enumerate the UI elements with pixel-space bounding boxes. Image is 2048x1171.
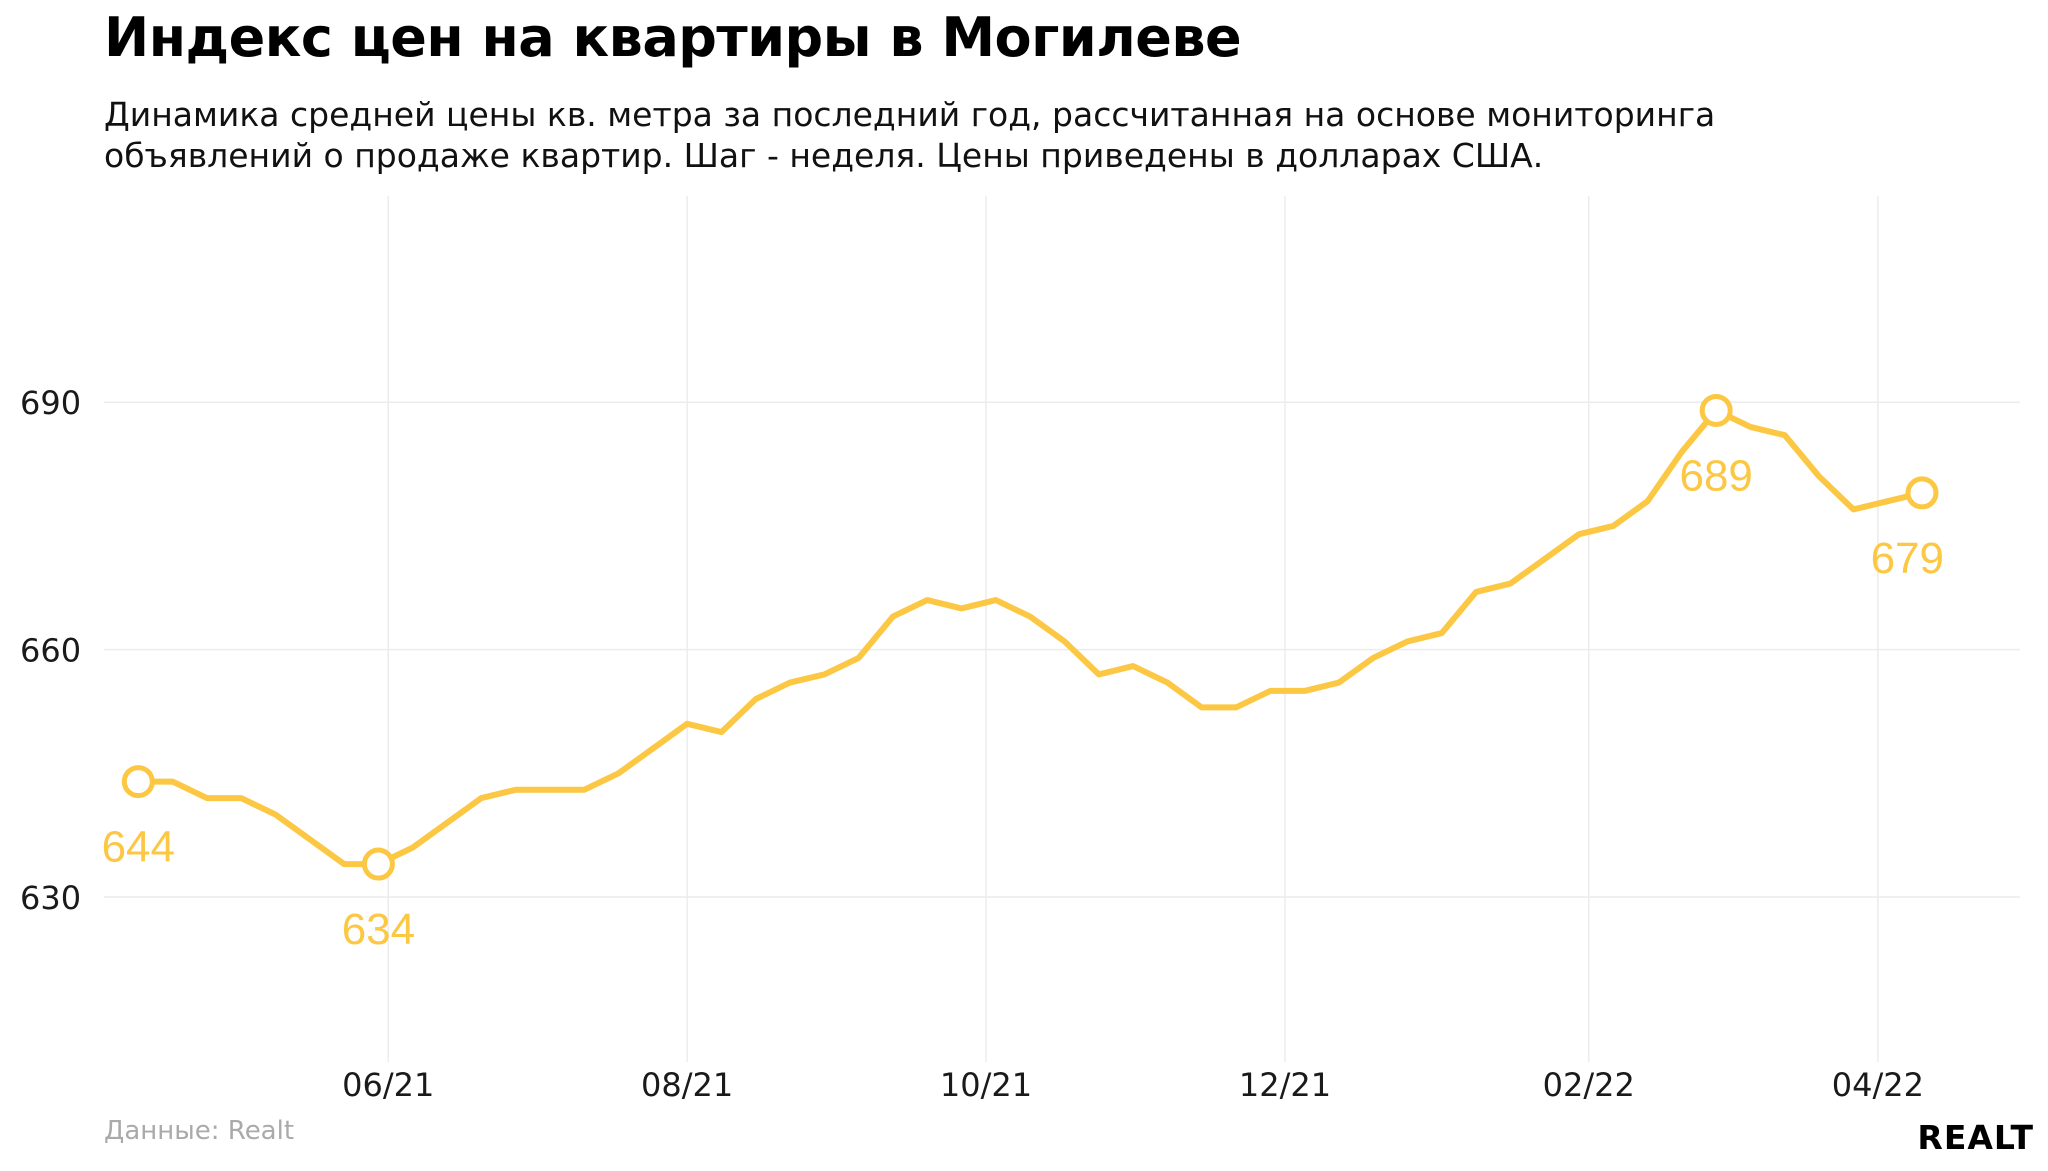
y-tick-label: 690 — [20, 384, 81, 422]
annotation-markers — [121, 393, 1939, 881]
point-marker — [1699, 393, 1733, 427]
annotation-labels: 644 634 689 679 — [102, 451, 1944, 954]
series-line — [135, 407, 1925, 868]
grid-lines — [104, 196, 2020, 1062]
data-label: 679 — [1871, 534, 1944, 583]
chart-title: Индекс цен на квартиры в Могилеве — [104, 6, 1242, 69]
x-tick-label: 06/21 — [342, 1066, 434, 1104]
point-marker — [361, 847, 395, 881]
point-marker — [1905, 476, 1939, 510]
x-tick-label: 12/21 — [1239, 1066, 1331, 1104]
x-tick-label: 10/21 — [940, 1066, 1032, 1104]
y-tick-label: 660 — [20, 632, 81, 670]
x-tick-label: 02/22 — [1543, 1066, 1635, 1104]
y-tick-label: 630 — [20, 879, 81, 917]
chart-subtitle: Динамика средней цены кв. метра за после… — [104, 95, 1716, 175]
x-tick-label: 08/21 — [641, 1066, 733, 1104]
point-marker — [121, 765, 155, 799]
x-tick-label: 04/22 — [1832, 1066, 1924, 1104]
realt-logo: REALT — [1917, 1118, 2034, 1157]
source-note: Данные: Realt — [104, 1116, 295, 1146]
data-label: 689 — [1679, 451, 1752, 500]
data-label: 644 — [102, 823, 175, 872]
series-line-layer — [135, 407, 1925, 868]
axis-labels: 630 660 690 06/21 08/21 10/21 12/21 02/22 04/22 — [20, 384, 1924, 1104]
data-label: 634 — [342, 905, 415, 954]
